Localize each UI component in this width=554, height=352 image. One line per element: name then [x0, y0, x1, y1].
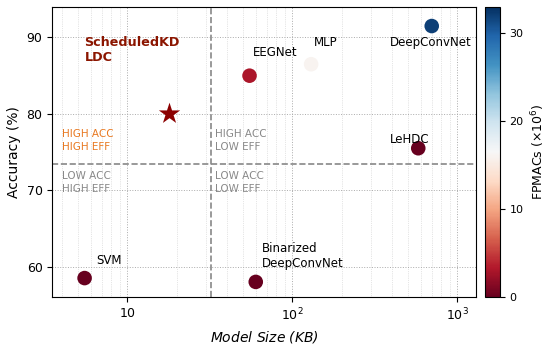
Point	[80, 275, 89, 281]
Text: EEGNet: EEGNet	[253, 46, 298, 59]
Text: Binarized
DeepConvNet: Binarized DeepConvNet	[261, 243, 343, 270]
Point	[414, 145, 423, 151]
Text: SVM: SVM	[96, 254, 122, 266]
Text: LOW ACC
LOW EFF: LOW ACC LOW EFF	[215, 171, 264, 194]
Y-axis label: FPMACs ($\times10^{6}$): FPMACs ($\times10^{6}$)	[529, 104, 547, 200]
Point	[307, 61, 316, 67]
Text: LeHDC: LeHDC	[390, 133, 429, 146]
Text: ScheduledKD
LDC: ScheduledKD LDC	[85, 36, 180, 64]
Text: DeepConvNet: DeepConvNet	[390, 36, 471, 49]
Point	[427, 23, 436, 29]
X-axis label: Model Size ($KB$): Model Size ($KB$)	[209, 329, 319, 345]
Text: LOW ACC
HIGH EFF: LOW ACC HIGH EFF	[62, 171, 111, 194]
Text: MLP: MLP	[314, 36, 337, 49]
Point	[245, 73, 254, 78]
Point	[165, 111, 174, 117]
Point	[252, 279, 260, 285]
Text: HIGH ACC
HIGH EFF: HIGH ACC HIGH EFF	[62, 129, 114, 152]
Y-axis label: Accuracy (%): Accuracy (%)	[7, 106, 21, 198]
Text: HIGH ACC
LOW EFF: HIGH ACC LOW EFF	[215, 129, 266, 152]
